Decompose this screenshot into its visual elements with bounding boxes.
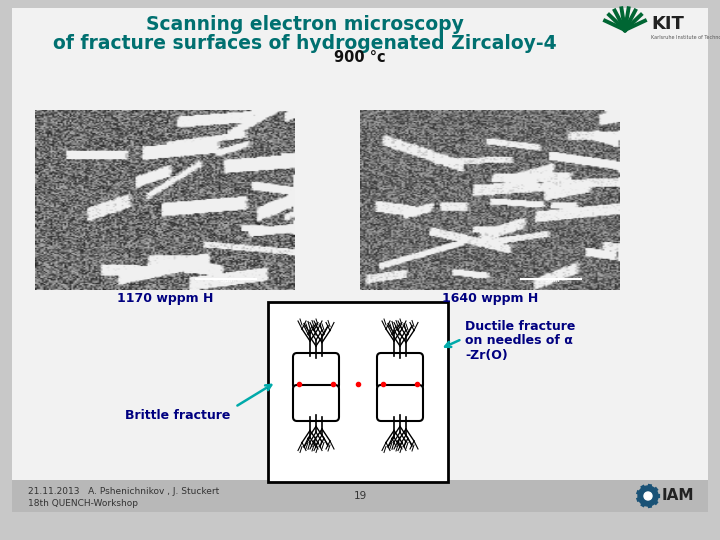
Circle shape	[644, 492, 652, 500]
FancyBboxPatch shape	[377, 385, 423, 421]
FancyBboxPatch shape	[377, 353, 423, 389]
FancyBboxPatch shape	[293, 385, 339, 421]
Text: Ductile fracture
on needles of α
-Zr(O): Ductile fracture on needles of α -Zr(O)	[465, 320, 575, 362]
Text: 1170 wppm H: 1170 wppm H	[117, 292, 213, 305]
Text: — 3μm —: — 3μm —	[536, 279, 567, 284]
Text: Scanning electron microscopy: Scanning electron microscopy	[146, 15, 464, 34]
Text: — 3μm —: — 3μm —	[212, 279, 242, 284]
Text: 18th QUENCH-Workshop: 18th QUENCH-Workshop	[28, 500, 138, 509]
Text: 19: 19	[354, 491, 366, 501]
Text: 900 °c: 900 °c	[334, 50, 386, 65]
Text: IAM: IAM	[662, 488, 695, 503]
Bar	[12, 480, 708, 512]
Text: of fracture surfaces of hydrogenated Zircaloy-4: of fracture surfaces of hydrogenated Zir…	[53, 34, 557, 53]
FancyBboxPatch shape	[293, 353, 339, 389]
Text: 21.11.2013   A. Pshenichnikov , J. Stuckert: 21.11.2013 A. Pshenichnikov , J. Stucker…	[28, 488, 220, 496]
Text: Karlsruhe Institute of Technology: Karlsruhe Institute of Technology	[651, 35, 720, 39]
Bar	[268, 302, 448, 482]
Circle shape	[638, 486, 658, 506]
Text: 1640 wppm H: 1640 wppm H	[442, 292, 538, 305]
Text: KIT: KIT	[651, 15, 684, 33]
Text: Brittle fracture: Brittle fracture	[125, 409, 230, 422]
